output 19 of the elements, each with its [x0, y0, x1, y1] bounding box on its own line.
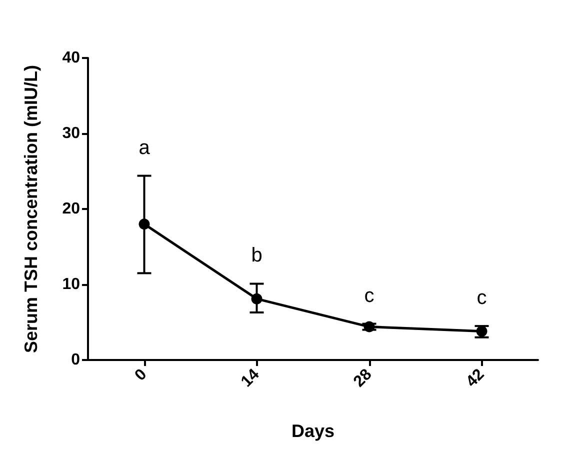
x-tick-label: 28	[350, 366, 376, 391]
point	[138, 218, 150, 230]
point	[364, 321, 375, 332]
annotation: b	[251, 244, 262, 267]
y-axis-title: Serum TSH concentration (mIU/L)	[21, 64, 41, 354]
y-tick-label: 20	[62, 200, 80, 218]
annotation: a	[138, 136, 151, 159]
point	[476, 326, 488, 337]
annotation: c	[364, 284, 374, 307]
x-axis-title: Days	[291, 421, 335, 441]
y-tick-label: 0	[71, 352, 80, 368]
point	[251, 293, 262, 304]
annotation: c	[476, 287, 487, 310]
x-tick-label: 0	[132, 366, 150, 384]
y-tick-label: 40	[62, 50, 80, 66]
y-tick-label: 30	[62, 125, 80, 142]
y-tick-label: 10	[62, 276, 80, 293]
x-tick-label: 42	[463, 366, 488, 391]
x-tick-label: 14	[238, 366, 263, 391]
